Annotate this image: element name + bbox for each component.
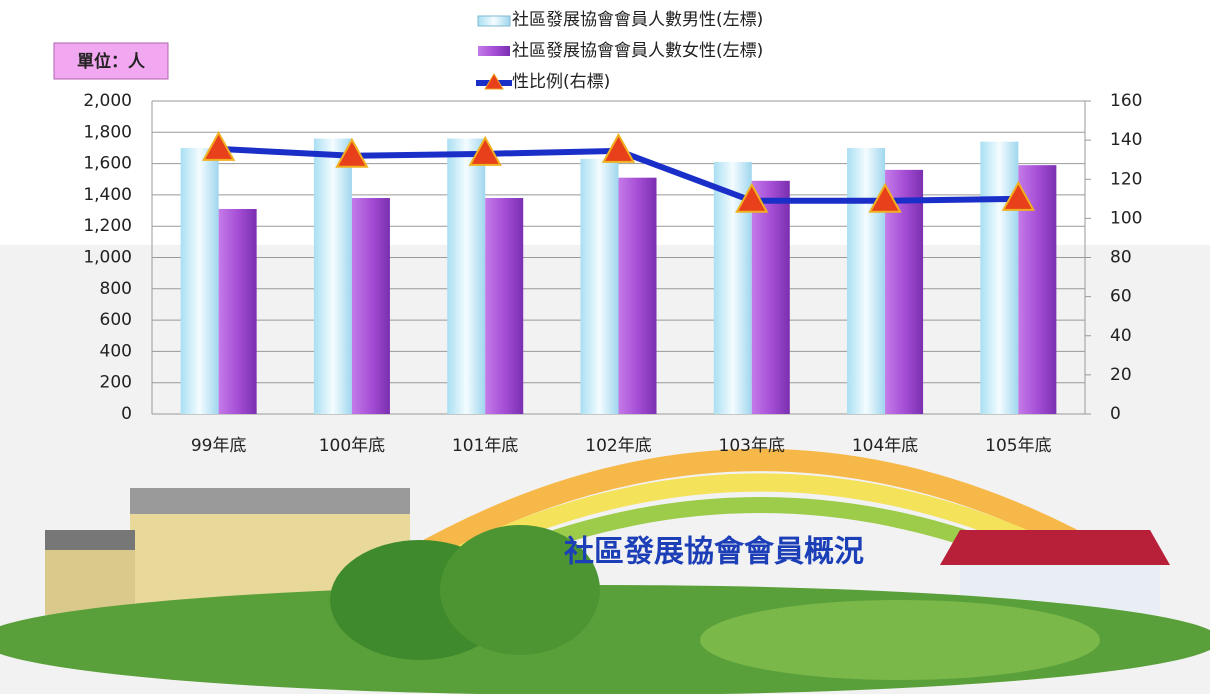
y-tick-label: 1,400	[83, 185, 132, 205]
bar	[619, 178, 657, 414]
bar	[847, 148, 885, 414]
y2-tick-label: 160	[1110, 91, 1142, 111]
y-tick-label: 600	[100, 310, 132, 330]
bar	[181, 148, 219, 414]
legend-swatch	[478, 16, 510, 26]
y2-tick-label: 0	[1110, 404, 1121, 424]
y2-tick-label: 120	[1110, 169, 1142, 189]
x-tick-label: 104年底	[852, 436, 918, 456]
y2-tick-label: 80	[1110, 248, 1132, 268]
x-tick-label: 103年底	[719, 436, 785, 456]
x-tick-label: 102年底	[585, 436, 651, 456]
y-tick-label: 0	[121, 404, 132, 424]
legend-label: 性比例(右標)	[512, 72, 610, 92]
y-tick-label: 1,800	[83, 122, 132, 142]
y2-tick-label: 40	[1110, 326, 1132, 346]
legend-swatch	[478, 46, 510, 56]
chart-title: 社區發展協會會員概況	[564, 535, 864, 570]
y-tick-label: 200	[100, 373, 132, 393]
y-tick-label: 2,000	[83, 91, 132, 111]
y-tick-label: 800	[100, 279, 132, 299]
unit-label: 單位：人	[77, 51, 146, 72]
y-tick-label: 1,600	[83, 154, 132, 174]
x-tick-label: 100年底	[319, 436, 385, 456]
bar	[581, 159, 619, 414]
legend-label: 社區發展協會會員人數女性(左標)	[512, 41, 763, 61]
x-tick-label: 101年底	[452, 436, 518, 456]
y2-tick-label: 100	[1110, 208, 1142, 228]
bar	[485, 198, 523, 414]
y-tick-label: 1,000	[83, 248, 132, 268]
chart: 單位：人 社區發展協會會員概況 社區發展協會會員人數男性(左標) 社區發展協會會…	[0, 0, 1210, 694]
y2-tick-label: 60	[1110, 287, 1132, 307]
bar	[980, 142, 1018, 414]
x-tick-label: 105年底	[985, 436, 1051, 456]
y-tick-label: 1,200	[83, 216, 132, 236]
legend: 社區發展協會會員人數男性(左標) 社區發展協會會員人數女性(左標) 性比例(右標…	[476, 10, 763, 92]
y-tick-label: 400	[100, 341, 132, 361]
bar	[752, 181, 790, 414]
bar	[352, 198, 390, 414]
bar	[314, 139, 352, 414]
bar	[447, 139, 485, 414]
marker	[204, 133, 234, 160]
y2-tick-label: 140	[1110, 130, 1142, 150]
y2-tick-label: 20	[1110, 365, 1132, 385]
bar	[219, 209, 257, 414]
legend-label: 社區發展協會會員人數男性(左標)	[512, 10, 763, 30]
x-tick-label: 99年底	[191, 436, 247, 456]
